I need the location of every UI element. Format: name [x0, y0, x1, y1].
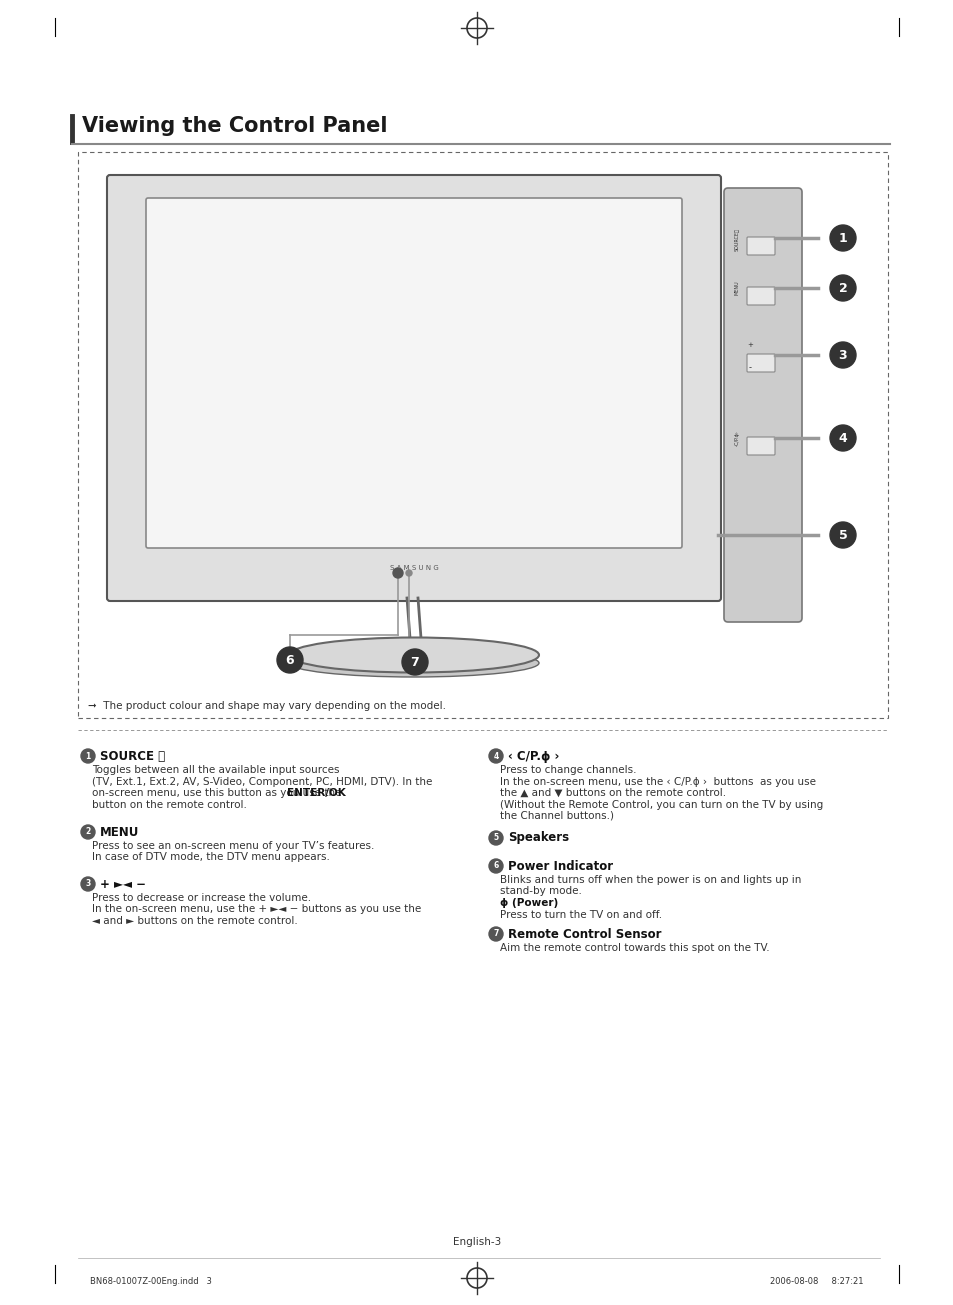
Text: 7: 7	[410, 655, 419, 668]
Circle shape	[829, 522, 855, 548]
Text: SOURCE ⌗: SOURCE ⌗	[100, 749, 165, 762]
Circle shape	[393, 568, 402, 578]
FancyBboxPatch shape	[746, 238, 774, 254]
Text: the Channel buttons.): the Channel buttons.)	[499, 810, 614, 821]
Text: 6: 6	[285, 654, 294, 667]
Circle shape	[829, 275, 855, 301]
Text: Toggles between all the available input sources: Toggles between all the available input …	[91, 765, 339, 775]
Text: 5: 5	[838, 529, 846, 542]
Text: ‹C/P.ϕ›: ‹C/P.ϕ›	[734, 431, 739, 446]
Text: MENU: MENU	[100, 826, 139, 839]
Text: + ►◄ −: + ►◄ −	[100, 877, 146, 890]
Text: ◄ and ► buttons on the remote control.: ◄ and ► buttons on the remote control.	[91, 916, 297, 927]
Text: Power Indicator: Power Indicator	[507, 860, 613, 873]
Circle shape	[406, 570, 412, 576]
Circle shape	[489, 859, 502, 873]
Text: ➞  The product colour and shape may vary depending on the model.: ➞ The product colour and shape may vary …	[88, 701, 446, 711]
Text: Press to decrease or increase the volume.: Press to decrease or increase the volume…	[91, 893, 311, 903]
Text: stand-by mode.: stand-by mode.	[499, 886, 581, 897]
Text: Press to see an on-screen menu of your TV’s features.: Press to see an on-screen menu of your T…	[91, 840, 374, 851]
Circle shape	[81, 877, 95, 891]
Circle shape	[401, 649, 428, 675]
Text: 7: 7	[493, 929, 498, 938]
Text: In the on-screen menu, use the ‹ C/P.ϕ ›  buttons  as you use: In the on-screen menu, use the ‹ C/P.ϕ ›…	[499, 776, 815, 787]
Text: Viewing the Control Panel: Viewing the Control Panel	[82, 116, 387, 136]
Text: Blinks and turns off when the power is on and lights up in: Blinks and turns off when the power is o…	[499, 874, 801, 885]
Text: 2: 2	[838, 282, 846, 295]
Circle shape	[489, 927, 502, 941]
Text: button on the remote control.: button on the remote control.	[91, 800, 247, 809]
Text: In case of DTV mode, the DTV menu appears.: In case of DTV mode, the DTV menu appear…	[91, 852, 330, 863]
Text: -: -	[748, 364, 751, 372]
FancyBboxPatch shape	[746, 287, 774, 305]
Text: ENTER/OK: ENTER/OK	[287, 788, 345, 797]
Text: Aim the remote control towards this spot on the TV.: Aim the remote control towards this spot…	[499, 944, 769, 953]
Text: SOURCE⌗: SOURCE⌗	[734, 228, 739, 252]
Text: Press to change channels.: Press to change channels.	[499, 765, 636, 775]
FancyBboxPatch shape	[723, 188, 801, 622]
Text: 1: 1	[85, 752, 91, 761]
FancyBboxPatch shape	[746, 437, 774, 455]
Text: the ▲ and ▼ buttons on the remote control.: the ▲ and ▼ buttons on the remote contro…	[499, 788, 725, 797]
Text: (TV, Ext.1, Ext.2, AV, S-Video, Component, PC, HDMI, DTV). In the: (TV, Ext.1, Ext.2, AV, S-Video, Componen…	[91, 776, 432, 787]
FancyBboxPatch shape	[146, 198, 681, 548]
Text: BN68-01007Z-00Eng.indd   3: BN68-01007Z-00Eng.indd 3	[90, 1278, 212, 1287]
Text: ϕ (Power): ϕ (Power)	[499, 898, 558, 908]
Text: 2: 2	[85, 827, 91, 837]
Text: +: +	[746, 342, 752, 348]
Text: MENU: MENU	[734, 281, 739, 295]
Circle shape	[829, 342, 855, 368]
Text: 5: 5	[493, 834, 498, 843]
Ellipse shape	[289, 638, 538, 672]
Ellipse shape	[289, 649, 538, 677]
Text: S A M S U N G: S A M S U N G	[389, 565, 438, 572]
Text: 4: 4	[838, 432, 846, 445]
FancyBboxPatch shape	[746, 354, 774, 372]
Text: Press to turn the TV on and off.: Press to turn the TV on and off.	[499, 910, 661, 920]
Circle shape	[276, 647, 303, 673]
Circle shape	[489, 749, 502, 763]
Text: 2006-08-08     8:27:21: 2006-08-08 8:27:21	[770, 1278, 863, 1287]
Text: on-screen menu, use this button as you use the: on-screen menu, use this button as you u…	[91, 788, 344, 797]
Text: English-3: English-3	[453, 1237, 500, 1248]
Text: 4: 4	[493, 752, 498, 761]
Text: ‹ C/P.ϕ ›: ‹ C/P.ϕ ›	[507, 749, 558, 762]
Circle shape	[81, 825, 95, 839]
Text: 1: 1	[838, 231, 846, 244]
Circle shape	[829, 224, 855, 251]
Text: Speakers: Speakers	[507, 831, 569, 844]
Circle shape	[489, 831, 502, 846]
Text: In the on-screen menu, use the + ►◄ − buttons as you use the: In the on-screen menu, use the + ►◄ − bu…	[91, 904, 421, 915]
Text: 3: 3	[85, 880, 91, 889]
Circle shape	[81, 749, 95, 763]
Circle shape	[829, 425, 855, 452]
Text: 6: 6	[493, 861, 498, 870]
Text: (Without the Remote Control, you can turn on the TV by using: (Without the Remote Control, you can tur…	[499, 800, 822, 809]
Text: 3: 3	[838, 348, 846, 361]
Text: Remote Control Sensor: Remote Control Sensor	[507, 928, 660, 941]
FancyBboxPatch shape	[78, 151, 887, 718]
FancyBboxPatch shape	[107, 175, 720, 602]
